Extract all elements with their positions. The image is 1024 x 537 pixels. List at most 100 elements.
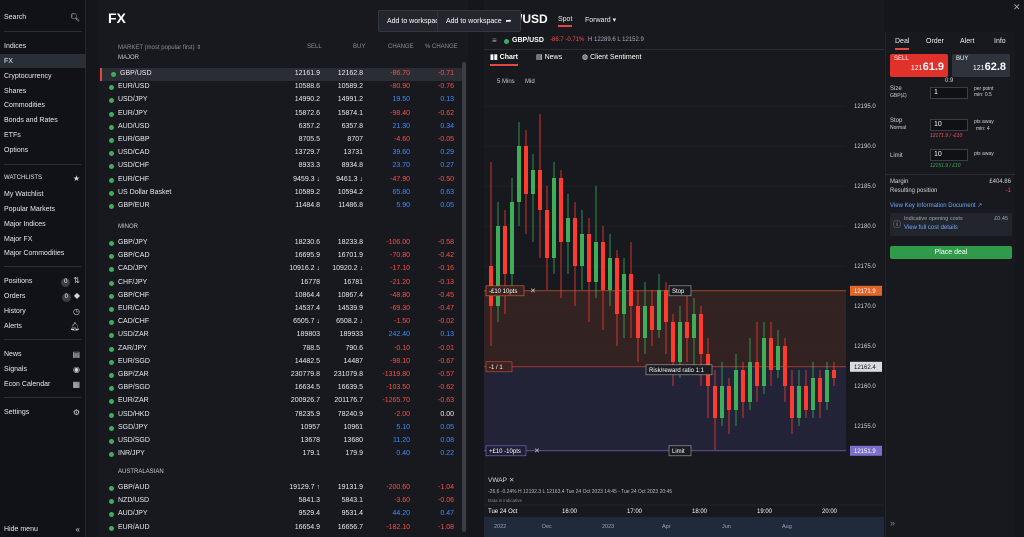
market-row[interactable]: GBP/SGD 16634.5 16639.5 -103.50 -0.62: [100, 382, 466, 395]
sell-price[interactable]: 16634.5: [294, 384, 320, 392]
sell-price[interactable]: 13678: [300, 437, 320, 444]
market-row[interactable]: INR/JPY 179.1 179.9 0.40 0.22: [100, 448, 466, 461]
market-row[interactable]: GBP/USD 12161.9 12162.8 -86.70 -0.71: [100, 68, 466, 81]
market-row[interactable]: EUR/USD 10588.6 10589.2 -80.90 -0.76: [100, 81, 466, 94]
market-row[interactable]: US Dollar Basket 10589.2 10594.2 65.80 0.63: [100, 187, 466, 200]
buy-price[interactable]: 13680: [343, 437, 363, 444]
risk-reward-label-box[interactable]: [645, 364, 713, 376]
sell-price[interactable]: 10916.2 ↓: [289, 265, 320, 273]
market-row[interactable]: USD/SGD 13678 13680 11.20 0.08: [100, 435, 466, 448]
timeframe-select[interactable]: 5 Mins: [497, 79, 515, 85]
nav-commodities[interactable]: Commodities: [4, 98, 84, 112]
col-market[interactable]: MARKET (most popular first) ⇕: [118, 45, 202, 51]
nav-fx[interactable]: FX: [0, 54, 86, 68]
tab-order[interactable]: Order: [926, 38, 944, 45]
sell-price[interactable]: 11484.8: [295, 202, 320, 209]
close-icon[interactable]: ✕: [534, 448, 540, 455]
sell-price[interactable]: 14990.2: [294, 96, 320, 104]
buy-price[interactable]: 8934.8: [341, 162, 363, 170]
sell-price[interactable]: 10588.6: [294, 83, 320, 91]
limit-input[interactable]: 10: [930, 149, 968, 161]
entry-tag-box[interactable]: [485, 361, 513, 373]
buy-price[interactable]: 10589.2: [337, 83, 363, 91]
sell-price[interactable]: 16654.9: [294, 523, 320, 531]
time-navigator[interactable]: 2022 Dec 2023 Apr Jun Aug: [484, 517, 884, 537]
sell-price[interactable]: 6357.2: [298, 122, 320, 130]
market-row[interactable]: EUR/CHF 9459.3 ↓ 9461.3 ↓ -47.90 -0.50: [100, 174, 466, 187]
limit-unit[interactable]: pts away: [974, 151, 994, 157]
stop-label-box[interactable]: [668, 285, 692, 297]
watchlist-item[interactable]: Major Indices: [4, 217, 84, 231]
sell-button[interactable]: SELL 12161.9: [890, 54, 948, 77]
market-row[interactable]: GBP/EUR 11484.8 11486.8 5.90 0.05: [100, 200, 466, 213]
buy-price[interactable]: 11486.8: [338, 202, 363, 209]
limit-tag-box[interactable]: [485, 445, 527, 457]
price-chart[interactable]: 12195.0 12190.0 12185.0 12180.0 12175.0 12170…: [484, 95, 884, 515]
sell-price[interactable]: 8933.3: [298, 162, 320, 170]
sell-price[interactable]: 230779.8: [290, 371, 320, 378]
tab-chart[interactable]: ▮▮ Chart: [490, 53, 518, 66]
search-row[interactable]: Search 🔍︎: [4, 10, 84, 24]
nav-bonds[interactable]: Bonds and Rates: [4, 113, 84, 127]
tab-info[interactable]: Info: [994, 38, 1006, 45]
market-row[interactable]: EUR/JPY 15872.6 15874.1 -98.40 -0.62: [100, 108, 466, 121]
sell-price[interactable]: 13729.7: [294, 149, 320, 157]
size-currency[interactable]: GBP(£): [890, 93, 907, 99]
buy-price[interactable]: 6508.2 ↓: [336, 318, 363, 326]
market-row[interactable]: EUR/ZAR 200926.7 201176.7 -1265.70 -0.63: [100, 395, 466, 408]
sell-price[interactable]: 8705.5: [298, 136, 320, 143]
buy-price[interactable]: 14539.9: [337, 305, 363, 312]
nav-crypto[interactable]: Cryptocurrency: [4, 69, 84, 83]
sell-price[interactable]: 18230.6: [294, 239, 320, 246]
market-row[interactable]: EUR/AUD 16654.9 16656.7 -182.10 -1.08: [100, 522, 466, 535]
place-deal-button[interactable]: Place deal: [890, 246, 1012, 259]
sell-price[interactable]: 10864.4: [294, 291, 320, 299]
market-row[interactable]: GBP/CAD 16695.9 16701.9 -70.80 -0.42: [100, 250, 466, 263]
price-type-select[interactable]: Mid: [525, 79, 535, 85]
nav-options[interactable]: Options: [4, 143, 84, 157]
nav-alerts[interactable]: Alerts 🔔︎: [4, 319, 84, 333]
watchlist-item[interactable]: Popular Markets: [4, 202, 84, 216]
buy-price[interactable]: 179.9: [345, 450, 363, 458]
market-row[interactable]: USD/ZAR 189803 189933 242.40 0.13: [100, 329, 466, 342]
close-icon[interactable]: ✕: [509, 477, 514, 484]
market-row[interactable]: EUR/CAD 14537.4 14539.9 -69.30 -0.47: [100, 303, 466, 316]
buy-price[interactable]: 16656.7: [337, 523, 363, 531]
market-row[interactable]: CHF/JPY 16778 16781 -21.20 -0.13: [100, 277, 466, 290]
stop-tag-box[interactable]: [485, 285, 525, 297]
market-row[interactable]: SGD/JPY 10957 10961 5.10 0.05: [100, 422, 466, 435]
chevrons-right-icon[interactable]: »: [890, 518, 896, 528]
buy-price[interactable]: 14991.2: [337, 96, 363, 104]
nav-shares[interactable]: Shares: [4, 84, 84, 98]
hide-menu-button[interactable]: Hide menu «: [4, 522, 84, 536]
tab-alert[interactable]: Alert: [960, 38, 975, 45]
sell-price[interactable]: 15872.6: [294, 109, 320, 117]
buy-price[interactable]: 10867.4: [337, 291, 363, 299]
buy-price[interactable]: 6357.8: [341, 122, 363, 130]
sell-price[interactable]: 19129.7 ↑: [289, 484, 320, 491]
market-row[interactable]: USD/CAD 13729.7 13731 39.60 0.29: [100, 147, 466, 160]
watchlist-item[interactable]: Major Commodities: [4, 246, 84, 260]
tab-spot[interactable]: Spot: [558, 16, 573, 27]
sell-price[interactable]: 14482.5: [294, 357, 320, 365]
sell-price[interactable]: 189803: [296, 331, 320, 339]
star-icon[interactable]: ★: [72, 173, 80, 183]
tab-news[interactable]: ▤ News: [536, 53, 562, 61]
stop-type-select[interactable]: Normal: [890, 125, 907, 131]
tab-deal[interactable]: Deal: [895, 38, 910, 50]
buy-price[interactable]: 16781: [343, 278, 363, 286]
watchlist-item[interactable]: Major FX: [4, 232, 84, 246]
nav-positions[interactable]: Positions 0 ⇅: [4, 274, 84, 288]
sell-price[interactable]: 200926.7: [290, 397, 320, 405]
market-row[interactable]: CAD/JPY 10916.2 ↓ 10920.2 ↓ -17.10 -0.16: [100, 263, 466, 276]
nav-econ-calendar[interactable]: Econ Calendar ▦: [4, 377, 84, 391]
market-row[interactable]: ZAR/JPY 788.5 790.6 -0.10 -0.01: [100, 343, 466, 356]
nav-orders[interactable]: Orders 0 ◆: [4, 289, 84, 303]
market-row[interactable]: CAD/CHF 6505.7 ↓ 6508.2 ↓ -1.50 -0.02: [100, 316, 466, 329]
buy-price[interactable]: 13731: [343, 149, 363, 157]
buy-price[interactable]: 9461.3 ↓: [336, 175, 363, 183]
market-row[interactable]: AUD/JPY 9529.4 9531.4 44.20 0.47: [100, 508, 466, 521]
buy-price[interactable]: 78240.9: [337, 410, 363, 418]
hamburger-menu-icon[interactable]: ≡: [492, 36, 497, 45]
nav-news[interactable]: News ▤: [4, 347, 84, 361]
